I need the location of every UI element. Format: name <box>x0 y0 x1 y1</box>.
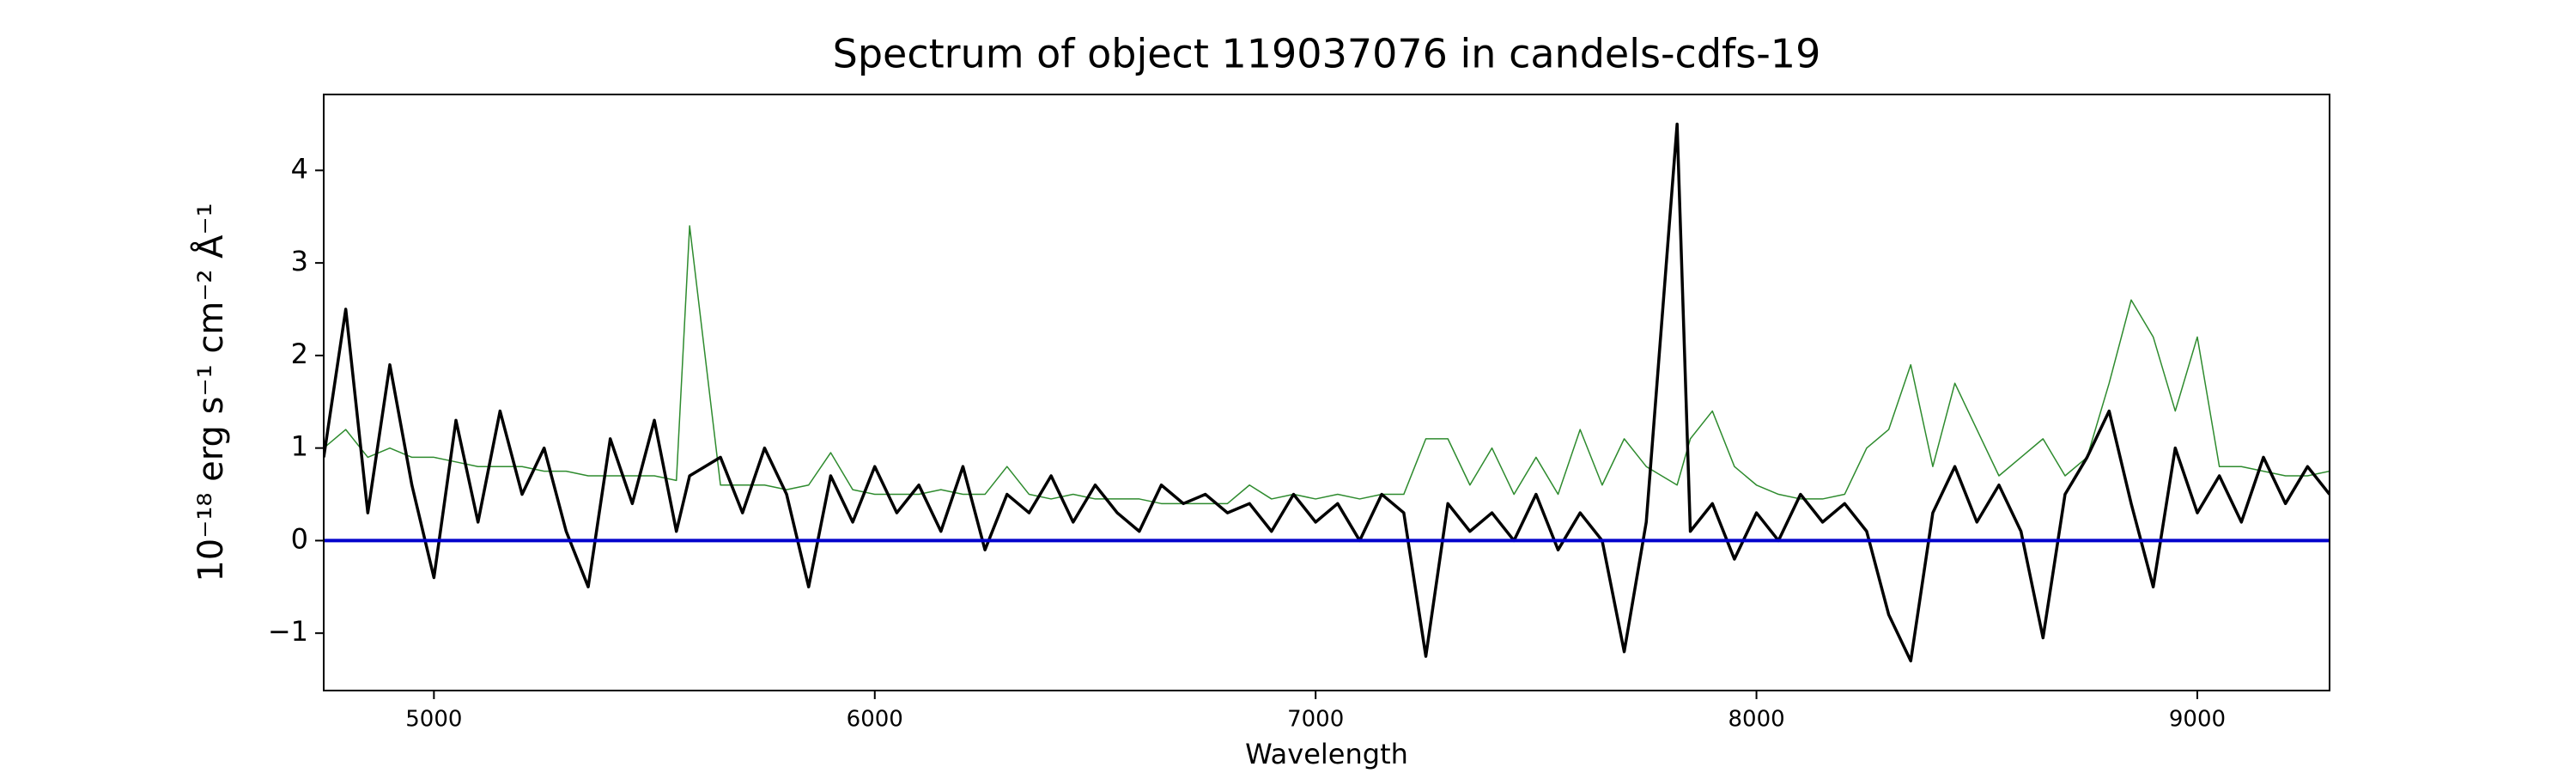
x-tick-label: 6000 <box>847 707 903 733</box>
y-tick-label: 1 <box>291 430 308 463</box>
y-tick-label: 2 <box>291 338 308 370</box>
spectrum-line <box>324 122 2330 663</box>
spectrum-line <box>324 225 2330 505</box>
y-tick-label: −1 <box>268 615 308 648</box>
y-axis-label: 10⁻¹⁸ erg s⁻¹ cm⁻² Å⁻¹ <box>190 203 231 581</box>
y-tick-label: 3 <box>291 245 308 277</box>
plot-frame <box>323 94 2330 691</box>
y-tick-label: 4 <box>291 152 308 185</box>
y-tick-label: 0 <box>291 522 308 555</box>
x-tick-label: 8000 <box>1728 707 1784 733</box>
x-tick-label: 9000 <box>2169 707 2226 733</box>
x-axis-label: Wavelength <box>1245 738 1408 770</box>
chart-title: Spectrum of object 119037076 in candels-… <box>833 31 1821 77</box>
x-tick-label: 7000 <box>1287 707 1344 733</box>
x-tick-label: 5000 <box>405 707 462 733</box>
